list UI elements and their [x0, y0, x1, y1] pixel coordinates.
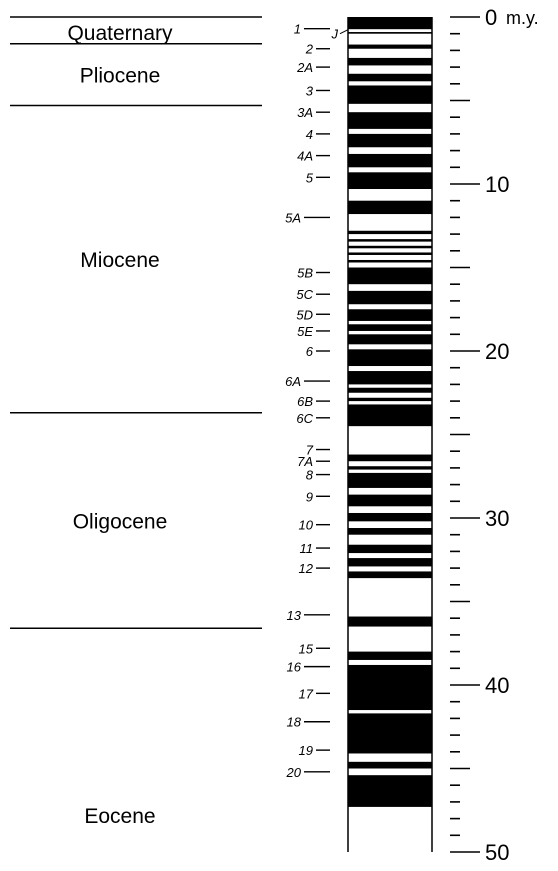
normal-polarity-band	[348, 544, 432, 554]
normal-polarity-band	[348, 528, 432, 535]
normal-polarity-band	[348, 230, 432, 235]
epoch-label: Oligocene	[73, 511, 168, 534]
normal-polarity-band	[348, 454, 432, 462]
normal-polarity-band	[348, 512, 432, 522]
anomaly-label: 18	[287, 715, 302, 730]
normal-polarity-band	[348, 44, 432, 49]
normal-polarity-band	[348, 172, 432, 190]
normal-polarity-band	[348, 85, 432, 104]
epoch-label: Miocene	[80, 249, 159, 272]
anomaly-label: 10	[299, 518, 314, 533]
anomaly-label: 11	[300, 541, 314, 556]
anomaly-label: 5A	[285, 210, 301, 225]
anomaly-label: 6B	[297, 394, 313, 409]
normal-polarity-band	[348, 32, 432, 34]
anomaly-label: 16	[287, 660, 302, 675]
anomaly-label: 9	[306, 489, 313, 504]
anomaly-label: 13	[287, 608, 302, 623]
normal-polarity-band	[348, 466, 432, 470]
normal-polarity-band	[348, 17, 432, 30]
anomaly-label: 7	[306, 443, 314, 458]
normal-polarity-band	[348, 494, 432, 507]
time-scale-label: 0	[485, 5, 497, 30]
normal-polarity-band	[348, 259, 432, 263]
time-scale-label: 10	[485, 172, 509, 197]
normal-polarity-band	[348, 200, 432, 215]
polarity-column	[347, 17, 433, 852]
normal-polarity-band	[348, 397, 432, 402]
normal-polarity-band	[348, 616, 432, 627]
epoch-label: Eocene	[84, 805, 155, 828]
anomaly-label: 19	[299, 743, 313, 758]
normal-polarity-band	[348, 571, 432, 579]
anomaly-label: 6C	[296, 411, 313, 426]
anomaly-label: 6A	[285, 374, 301, 389]
time-scale-label: 50	[485, 840, 509, 865]
normal-polarity-band	[348, 324, 432, 331]
normal-polarity-band	[348, 334, 432, 345]
normal-polarity-band	[348, 73, 432, 82]
time-scale-axis: 0 10 20 30 40 50 m.y.	[450, 5, 539, 865]
anomaly-label: 4	[306, 127, 313, 142]
anomaly-labels: 12J2A33A44A55A5B5C5D5E66A6B6C77A89101112…	[285, 22, 349, 780]
normal-polarity-band	[348, 775, 432, 807]
normal-polarity-band	[348, 371, 432, 385]
normal-polarity-band	[348, 349, 432, 367]
time-scale-label: 40	[485, 673, 509, 698]
anomaly-label: 2	[305, 42, 314, 57]
normal-polarity-band	[348, 57, 432, 66]
normal-polarity-band	[348, 664, 432, 711]
anomaly-label: 5B	[297, 266, 313, 281]
normal-polarity-band	[348, 239, 432, 242]
normal-polarity-band	[348, 558, 432, 567]
normal-polarity-band	[348, 404, 432, 427]
normal-polarity-band	[348, 651, 432, 660]
normal-polarity-band	[348, 713, 432, 754]
anomaly-label: 15	[299, 641, 314, 656]
time-scale-label: 20	[485, 339, 509, 364]
epoch-label: Quaternary	[67, 22, 173, 45]
anomaly-label: 1	[294, 22, 301, 37]
normal-polarity-band	[348, 290, 432, 305]
normal-polarity-band	[348, 267, 432, 285]
anomaly-label: 20	[286, 765, 302, 780]
time-unit-label: m.y.	[506, 8, 539, 28]
normal-polarity-band	[348, 112, 432, 129]
time-scale-label: 30	[485, 506, 509, 531]
anomaly-label: 4A	[297, 149, 313, 164]
anomaly-label: 12	[299, 561, 314, 576]
normal-polarity-band	[348, 472, 432, 488]
normal-polarity-band	[348, 309, 432, 321]
anomaly-label: 5	[306, 170, 314, 185]
normal-polarity-band	[348, 761, 432, 769]
anomaly-label: 17	[299, 686, 314, 701]
anomaly-label: 5D	[296, 307, 313, 322]
normal-polarity-band	[348, 133, 432, 148]
normal-polarity-band	[348, 252, 432, 255]
anomaly-label: 3	[306, 83, 314, 98]
anomaly-label: 3A	[297, 105, 313, 120]
normal-polarity-band	[348, 245, 432, 249]
anomaly-label: 6	[306, 344, 314, 359]
epoch-column: Quaternary Pliocene Miocene Oligocene Eocene	[10, 16, 262, 828]
epoch-label: Pliocene	[80, 65, 161, 88]
anomaly-label: J	[331, 27, 339, 42]
anomaly-tick	[339, 29, 349, 35]
anomaly-label: 5C	[296, 287, 313, 302]
anomaly-label: 8	[306, 468, 314, 483]
anomaly-label: 7A	[297, 454, 313, 469]
anomaly-label: 5E	[297, 324, 313, 339]
normal-polarity-band	[348, 153, 432, 168]
normal-polarity-band	[348, 387, 432, 393]
anomaly-label: 2A	[296, 60, 313, 75]
